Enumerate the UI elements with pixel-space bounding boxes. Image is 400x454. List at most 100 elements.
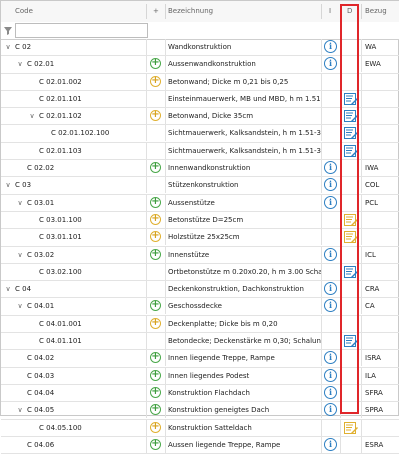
tree-row[interactable]: C 03.02.100 Ortbetonstütze m 0.20x0.20, h… (1, 263, 399, 282)
expand-toggle-icon[interactable]: ∨ (17, 406, 23, 415)
expand-toggle-icon[interactable]: ∨ (5, 43, 11, 51)
code-cell: ∨ C 04 (1, 281, 147, 298)
column-header-plus[interactable]: + (153, 7, 159, 15)
add-item-yellow-icon[interactable]: + (150, 230, 161, 243)
info-icon[interactable]: i (324, 247, 337, 261)
add-item-yellow-icon[interactable]: + (150, 316, 161, 329)
tree-row[interactable]: ∨ C 04.05 + Konstruktion geneigtes Dach i SPR… (1, 402, 399, 420)
tree-row[interactable]: ∨ C 03.01 + Aussenstütze i PCL (1, 194, 399, 212)
row-bezeichnung: Sichtmauerwerk, Kalksandstein, h m 1.51-… (168, 129, 321, 138)
tree-row[interactable]: ∨ C 03 Stützenkonstruktion i COL (1, 177, 399, 195)
add-item-icon[interactable]: + (150, 195, 161, 208)
tree-row[interactable]: C 04.04 + Konstruktion Flachdach i SFRA (1, 384, 399, 403)
info-icon[interactable]: i (324, 368, 337, 382)
info-icon[interactable]: i (324, 282, 337, 296)
tree-row[interactable]: C 03.01.101 + Holzstütze 25x25cm (1, 229, 399, 247)
tree-row[interactable]: C 02.02 + Innenwandkonstruktion i IWA (1, 160, 399, 178)
info-icon[interactable]: i (324, 195, 337, 209)
row-bezeichnung: Aussenstütze (168, 198, 215, 207)
bezug-cell: ESRA (362, 437, 399, 453)
expand-toggle-icon[interactable]: ∨ (29, 112, 35, 121)
edit-document-icon[interactable] (344, 92, 358, 106)
info-icon[interactable]: i (324, 403, 337, 417)
add-item-icon[interactable]: + (150, 385, 161, 398)
tree-row[interactable]: C 02.01.102.100 Sichtmauerwerk, Kalksands… (1, 125, 399, 143)
info-icon[interactable]: i (324, 178, 337, 192)
tree-row[interactable]: ∨ C 02.01 + Aussenwandkonstruktion i EWA (1, 56, 399, 74)
tree-row[interactable]: ∨ C 02.01.102 + Betonwand, Dicke 35cm (1, 108, 399, 126)
info-icon[interactable]: i (324, 351, 337, 365)
column-separator[interactable] (321, 4, 322, 19)
plus-cell: + (147, 160, 166, 177)
code-filter-input[interactable] (15, 23, 148, 38)
info-icon[interactable]: i (324, 299, 337, 313)
expand-toggle-icon[interactable]: ∨ (5, 181, 11, 190)
tree-row[interactable]: C 02.01.002 + Betonwand; Dicke m 0,21 bis … (1, 73, 399, 91)
row-bezeichnung: Wandkonstruktion (168, 43, 232, 51)
edit-document-icon[interactable] (344, 144, 358, 158)
edit-document-icon[interactable] (344, 126, 358, 140)
edit-document-yellow-icon[interactable] (344, 230, 358, 244)
add-item-icon[interactable]: + (150, 351, 161, 364)
info-icon[interactable]: i (324, 385, 337, 399)
add-item-yellow-icon[interactable]: + (150, 420, 161, 433)
info-icon[interactable]: i (324, 161, 337, 175)
tree-row[interactable]: C 02.01.103 Sichtmauerwerk, Kalksandstein… (1, 142, 399, 161)
tree-row[interactable]: C 04.05.100 + Konstruktion Satteldach (1, 419, 399, 437)
tree-row[interactable]: C 04.06 + Aussen liegende Treppe, Rampe i ES… (1, 436, 399, 454)
bezeichnung-cell: Innen liegendes Podest (166, 367, 322, 384)
add-item-icon[interactable]: + (150, 437, 161, 450)
tree-row[interactable]: ∨ C 03.02 + Innenstütze i ICL (1, 246, 399, 264)
bezug-cell: ICL (362, 247, 399, 263)
expand-toggle-icon[interactable]: ∨ (17, 60, 23, 69)
row-bezug: CA (365, 302, 375, 311)
tree-row[interactable]: C 03.01.100 + Betonstütze D=25cm (1, 211, 399, 230)
expand-toggle-icon[interactable]: ∨ (5, 285, 11, 294)
expand-toggle-icon[interactable]: ∨ (17, 302, 23, 311)
plus-cell (147, 142, 166, 159)
tree-row[interactable]: ∨ C 02 Wandkonstruktion i WA (1, 39, 399, 57)
column-separator[interactable] (165, 4, 166, 19)
expand-toggle-icon[interactable]: ∨ (17, 198, 23, 207)
edit-document-icon[interactable] (344, 109, 358, 123)
expand-toggle-icon[interactable]: ∨ (17, 250, 23, 259)
edit-document-yellow-icon[interactable] (344, 213, 358, 227)
tree-row[interactable]: C 02.01.101 Einsteinmauerwerk, MB und MBD… (1, 90, 399, 109)
add-item-yellow-icon[interactable]: + (150, 109, 161, 122)
filter-icon[interactable] (3, 25, 13, 36)
info-cell: i (322, 367, 341, 384)
column-separator[interactable] (361, 4, 362, 19)
column-separator[interactable] (340, 4, 341, 19)
bezeichnung-cell: Innenstütze (166, 246, 322, 263)
info-icon[interactable]: i (324, 40, 337, 53)
column-header-code[interactable]: Code (15, 7, 33, 15)
add-item-icon[interactable]: + (150, 299, 161, 312)
info-icon[interactable]: i (324, 57, 337, 71)
info-cell: i (322, 281, 341, 298)
column-header-bezug[interactable]: Bezug (365, 7, 387, 15)
column-separator[interactable] (146, 4, 147, 19)
add-item-icon[interactable]: + (150, 161, 161, 174)
column-header-bezeichnung[interactable]: Bezeichnung (168, 7, 214, 15)
add-item-yellow-icon[interactable]: + (150, 74, 161, 87)
row-bezeichnung: Geschossdecke (168, 302, 222, 311)
add-item-icon[interactable]: + (150, 403, 161, 416)
tree-row[interactable]: C 04.02 + Innen liegende Treppe, Rampe i ISR… (1, 350, 399, 368)
add-item-icon[interactable]: + (150, 57, 161, 70)
tree-row[interactable]: C 04.03 + Innen liegendes Podest i ILA (1, 367, 399, 385)
tree-row[interactable]: C 04.01.101 Betondecke; Deckenstärke m 0,… (1, 333, 399, 351)
tree-row[interactable]: ∨ C 04 Deckenkonstruktion, Dachkonstruktio… (1, 281, 399, 299)
row-code: C 02.01.102.100 (51, 129, 110, 138)
document-cell (341, 246, 362, 263)
column-header-info[interactable]: I (329, 7, 332, 15)
tree-row[interactable]: ∨ C 04.01 + Geschossdecke i CA (1, 298, 399, 316)
edit-document-yellow-icon[interactable] (344, 421, 358, 435)
edit-document-icon[interactable] (344, 334, 358, 348)
add-item-icon[interactable]: + (150, 247, 161, 260)
add-item-icon[interactable]: + (150, 368, 161, 381)
tree-row[interactable]: C 04.01.001 + Deckenplatte; Dicke bis m 0,… (1, 315, 399, 334)
column-header-d[interactable]: D (347, 7, 353, 15)
add-item-yellow-icon[interactable]: + (150, 212, 161, 225)
edit-document-icon[interactable] (344, 265, 358, 279)
info-icon[interactable]: i (324, 437, 337, 451)
